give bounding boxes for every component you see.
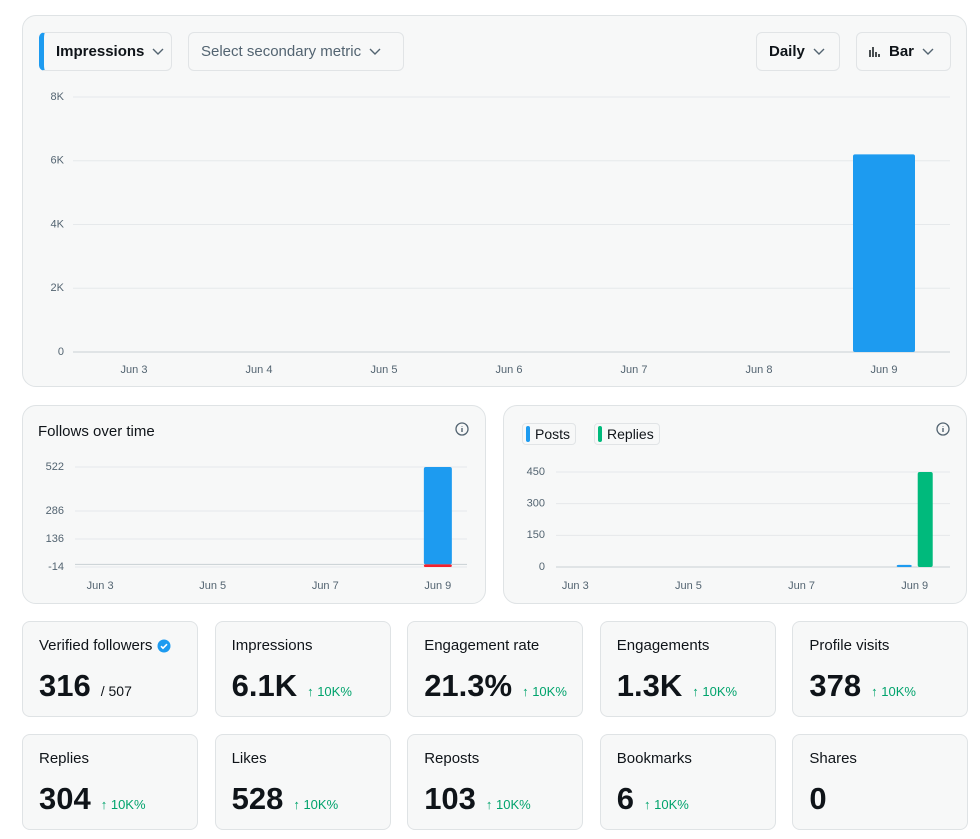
stat-row: 1.3K ↑ 10K% [617, 668, 737, 704]
stat-value: 304 [39, 781, 91, 816]
stat-label-text: Engagements [616, 637, 710, 654]
stat-value: 528 [231, 781, 284, 816]
interval: Daily [769, 43, 805, 60]
stat-row: 528 ↑ 10K% [232, 781, 339, 817]
stat-change: ↑ 10K% [100, 797, 146, 812]
stat-card: Likes 528 ↑ 10K% [214, 734, 391, 830]
stat-label-text: Verified followers [39, 637, 153, 654]
stat-change: ↑ 10K% [293, 797, 339, 812]
stat-row: 103 ↑ 10K% [424, 781, 531, 817]
stat-label-text: Bookmarks [616, 750, 692, 767]
stat-label-text: Profile visits [809, 637, 890, 654]
stat-row: 21.3% ↑ 10K% [424, 668, 567, 704]
stat-label: Shares [809, 750, 857, 767]
secondary-metric: Select secondary metric [201, 43, 362, 60]
stat-change: ↑ 10K% [522, 684, 567, 699]
bar-icon [869, 47, 880, 57]
stat-value: 1.3K [616, 668, 683, 703]
stat-card: Impressions 6.1K ↑ 10K% [214, 621, 391, 717]
chevron [369, 48, 381, 55]
legend-item[interactable]: Posts [522, 423, 577, 445]
stat-label: Bookmarks [617, 750, 692, 767]
primary-metric-dropdown[interactable]: Impressions [39, 32, 172, 71]
stat-label: Profile visits [809, 637, 889, 654]
chevron [813, 48, 825, 55]
stat-label: Likes [232, 750, 267, 767]
legend-label: Replies [607, 426, 654, 442]
main-chart-panel: Impressions Select secondary metric Dail… [22, 15, 967, 387]
interval-dropdown[interactable]: Daily [756, 32, 840, 71]
chevron [922, 48, 934, 55]
legend-swatch [526, 426, 530, 442]
stat-total: / 507 [100, 683, 132, 699]
legend-item[interactable]: Replies [594, 423, 660, 445]
stat-row: 6 ↑ 10K% [617, 781, 689, 817]
stat-row: 0 [809, 781, 826, 817]
posts-replies-panel: Posts Replies [503, 405, 967, 604]
stat-label-text: Engagement rate [424, 637, 540, 654]
stat-label-text: Impressions [231, 637, 313, 654]
stat-card: Replies 304 ↑ 10K% [22, 734, 198, 830]
stat-card: Reposts 103 ↑ 10K% [407, 734, 584, 830]
stat-value: 0 [809, 781, 827, 816]
stat-value: 103 [424, 781, 476, 816]
stat-label-text: Likes [231, 750, 267, 767]
stat-card: Profile visits 378 ↑ 10K% [792, 621, 969, 717]
stat-change: ↑ 10K% [307, 684, 352, 699]
stat-change: ↑ 10K% [485, 797, 531, 812]
stat-card: Verified followers 316 / 507 [22, 621, 198, 717]
stat-label: Reposts [424, 750, 479, 767]
follows-panel: Follows over time [22, 405, 486, 604]
legend-label: Posts [535, 426, 571, 442]
stat-label-text: Replies [39, 750, 90, 767]
stat-value: 6.1K [231, 668, 298, 703]
stat-card: Engagement rate 21.3% ↑ 10K% [407, 621, 584, 717]
stat-value: 21.3% [424, 668, 513, 703]
stat-change: ↑ 10K% [871, 684, 916, 699]
chevron [152, 48, 164, 55]
stat-value: 378 [809, 668, 862, 703]
stat-change: ↑ 10K% [644, 797, 689, 812]
secondary-metric-dropdown[interactable]: Select secondary metric [188, 32, 404, 71]
follows-title: Follows over time [38, 423, 155, 440]
stat-label: Verified followers [39, 637, 171, 654]
chart-style: Bar [889, 43, 915, 60]
stat-card: Shares 0 [792, 734, 969, 830]
primary-metric: Impressions [56, 43, 145, 60]
stat-label-text: Reposts [424, 750, 480, 767]
stat-change: ↑ 10K% [692, 684, 738, 699]
stat-label: Replies [39, 750, 89, 767]
legend-swatch [598, 426, 603, 442]
stat-card: Engagements 1.3K ↑ 10K% [599, 621, 776, 717]
stat-label-text: Shares [809, 750, 857, 767]
stat-label: Engagements [617, 637, 710, 654]
stat-row: 304 ↑ 10K% [39, 781, 146, 817]
stat-label: Engagement rate [424, 637, 539, 654]
verified-badge [157, 639, 171, 652]
stat-value: 6 [616, 781, 635, 816]
stat-card: Bookmarks 6 ↑ 10K% [599, 734, 776, 830]
stat-value: 316 [39, 668, 91, 703]
stat-label: Impressions [232, 637, 313, 654]
stat-row: 6.1K ↑ 10K% [232, 668, 352, 704]
info-icon[interactable] [936, 422, 950, 436]
stat-row: 378 ↑ 10K% [809, 668, 916, 704]
info-icon[interactable] [455, 422, 469, 436]
stat-row: 316 / 507 [39, 668, 132, 704]
chart-style-dropdown[interactable]: Bar [856, 32, 951, 71]
